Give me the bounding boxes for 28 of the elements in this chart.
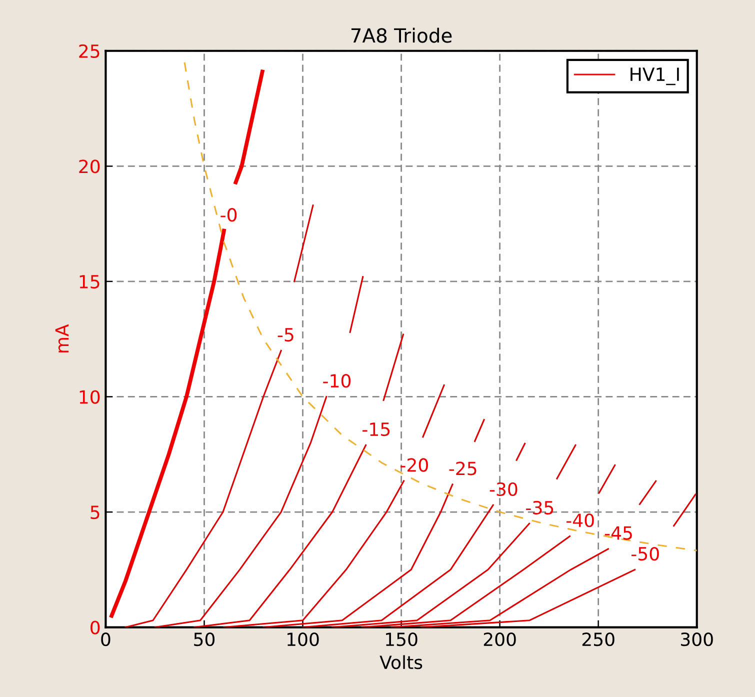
y-tick-label: 5 [90, 506, 100, 520]
annotation: -25 [449, 462, 476, 476]
annotation: -40 [566, 514, 594, 528]
annotation: -20 [400, 458, 428, 472]
x-tick-label: 200 [484, 632, 516, 646]
annotation: -35 [526, 500, 554, 514]
annotation: -45 [604, 526, 632, 540]
legend-label: HV1_I [630, 68, 679, 86]
y-tick-label: 25 [79, 44, 100, 58]
x-tick-label: 50 [194, 632, 215, 646]
x-tick-label: 0 [101, 632, 110, 646]
annotation: -0 [220, 208, 237, 222]
y-tick-label: 20 [79, 160, 100, 174]
annotation: -10 [323, 374, 351, 388]
y-tick-label: 0 [90, 620, 100, 634]
annotation: -50 [632, 546, 659, 561]
y-tick-label: 10 [80, 390, 100, 404]
annotation: -15 [362, 422, 390, 436]
x-tick-label: 250 [582, 632, 614, 646]
x-axis-title: Volts [380, 655, 422, 670]
x-tick-label: 100 [288, 632, 319, 646]
chart-title: 7A8 Triode [351, 28, 452, 43]
x-tick-label: 150 [386, 632, 418, 646]
x-tick-label: 300 [681, 632, 713, 646]
annotation: -5 [278, 328, 294, 342]
y-tick-label: 15 [80, 275, 100, 289]
y-axis-title: mA [55, 324, 69, 352]
annotation: -30 [490, 482, 518, 496]
